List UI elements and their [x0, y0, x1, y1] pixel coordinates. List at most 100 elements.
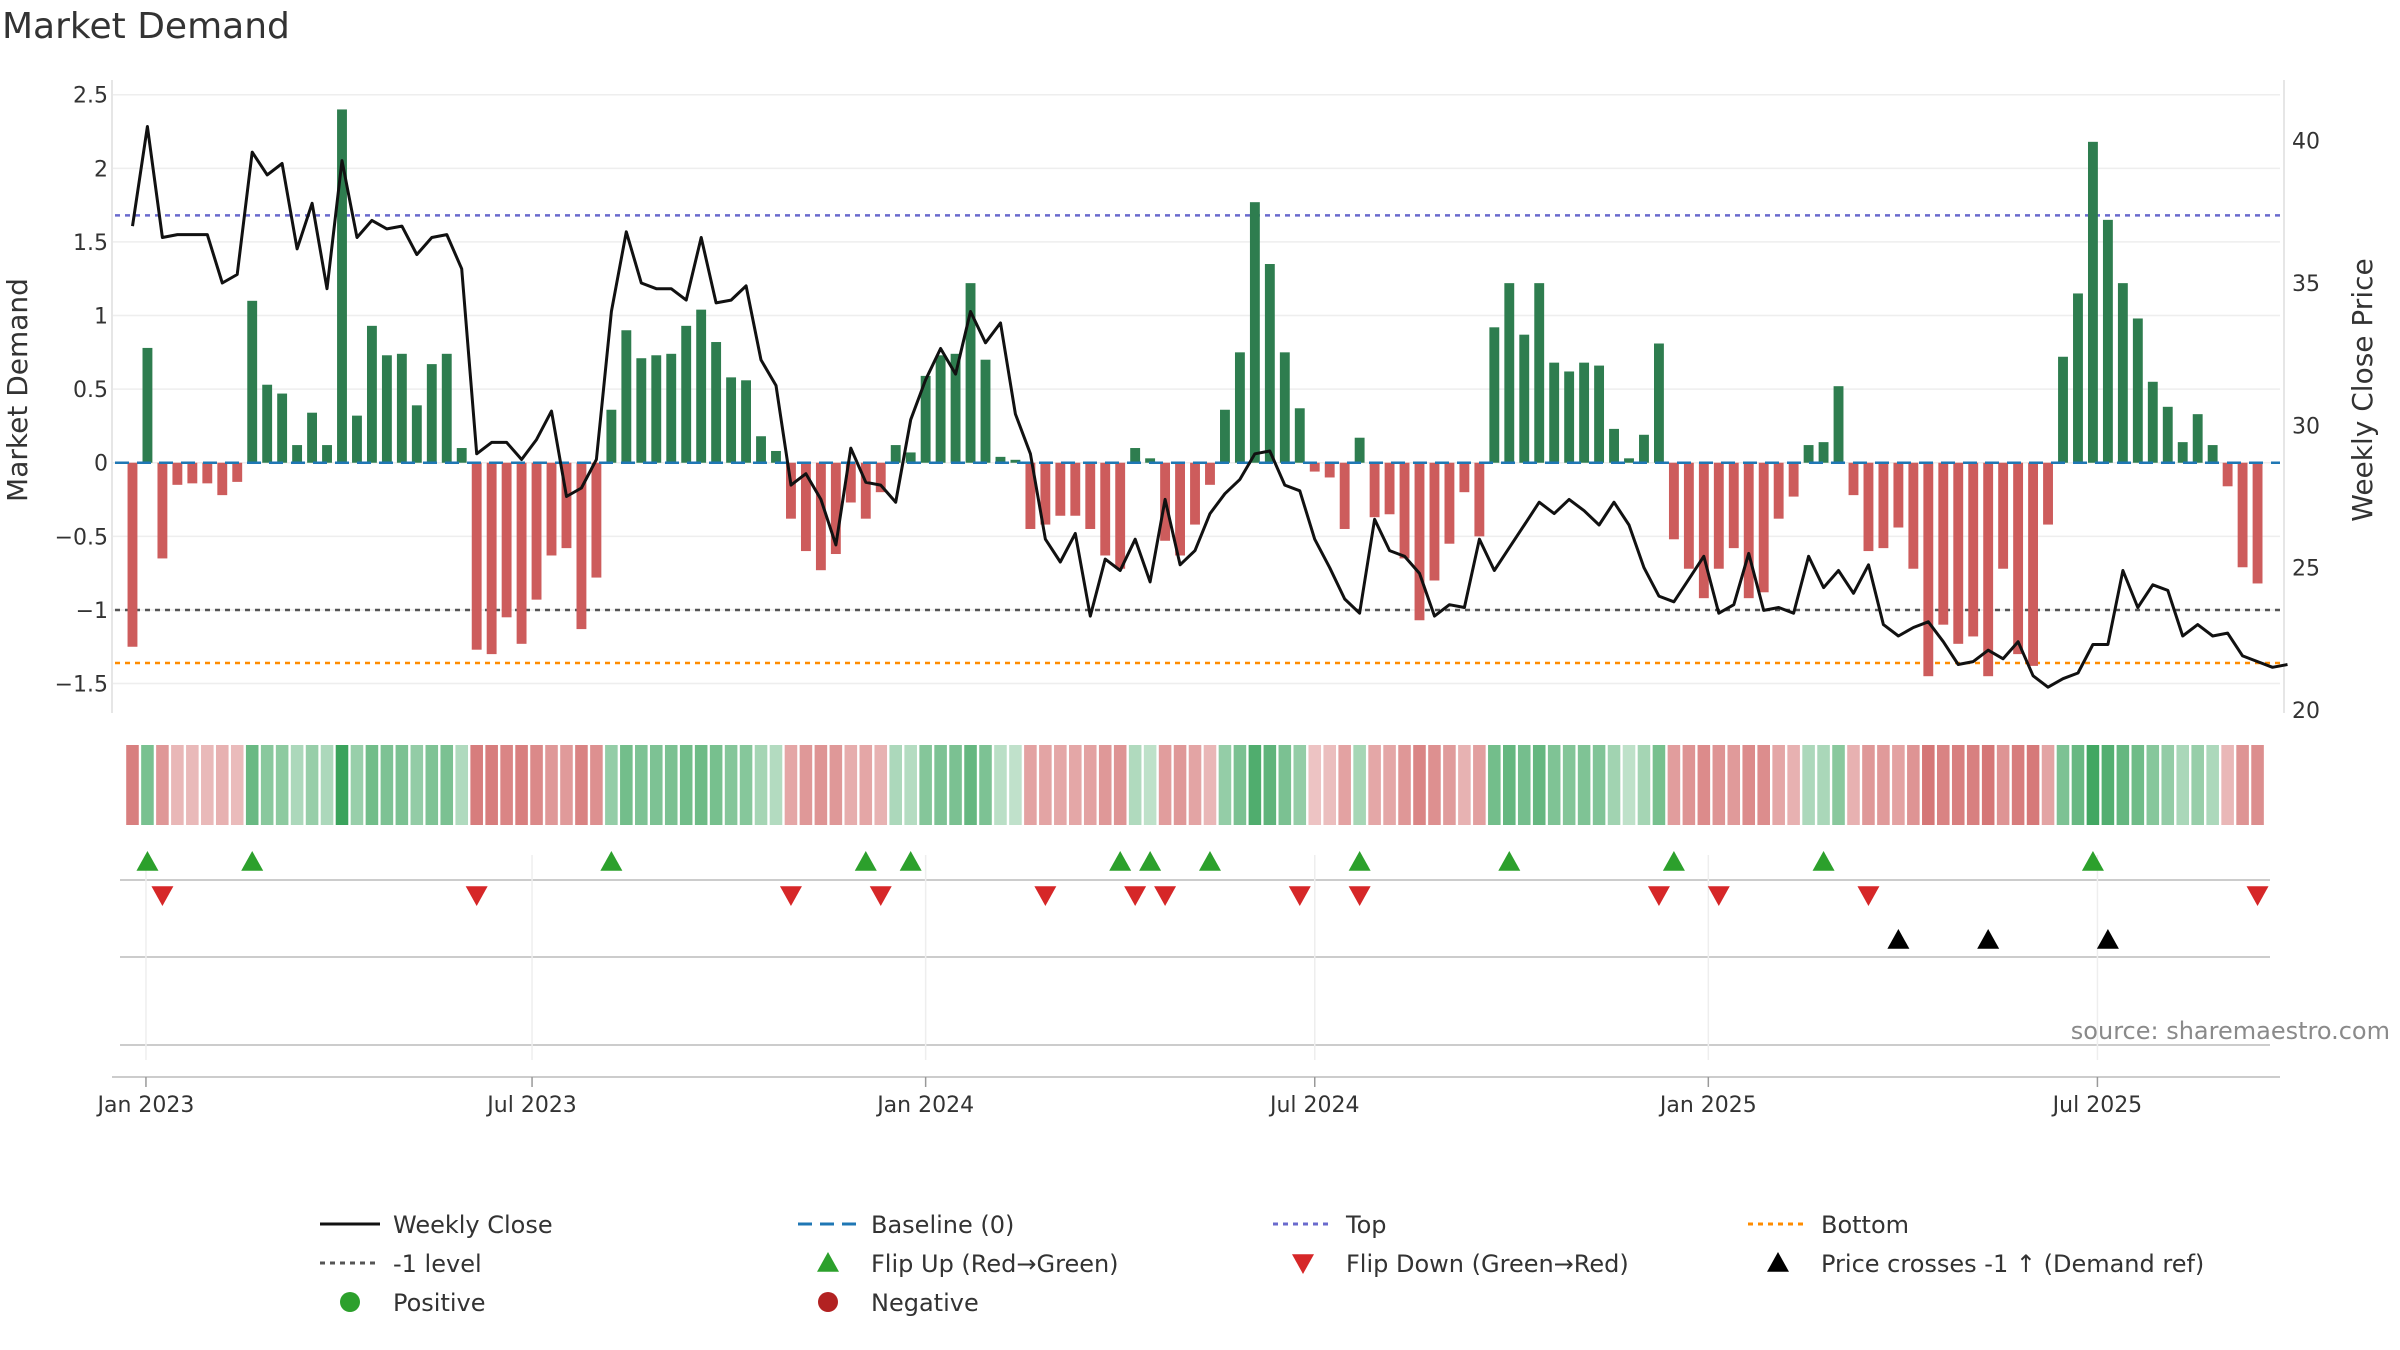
heat-cell	[1742, 745, 1756, 825]
heat-cell	[2236, 745, 2249, 825]
heat-cell	[2176, 745, 2190, 825]
heat-cell	[1248, 745, 1262, 825]
flip-down-marker	[869, 886, 892, 906]
x-tick-label: Jan 2023	[95, 1093, 194, 1118]
demand-bar	[1624, 458, 1634, 463]
heat-cell	[245, 745, 259, 825]
heat-cell	[410, 745, 424, 825]
demand-bar	[1953, 462, 1964, 644]
demand-bar	[1683, 462, 1694, 569]
heat-cell	[889, 745, 902, 825]
heat-cell	[1622, 745, 1636, 825]
left-tick-label: 2.5	[73, 84, 108, 109]
legend-item: Negative	[818, 1289, 979, 1317]
flip-down-marker	[465, 886, 488, 906]
legend-label: -1 level	[393, 1250, 482, 1278]
flip-up-marker	[1109, 851, 1132, 871]
legend-item: Bottom	[1748, 1211, 1909, 1239]
heat-cell	[1353, 745, 1366, 825]
demand-bar	[2013, 462, 2024, 655]
demand-bar	[1788, 462, 1799, 497]
demand-bar	[711, 342, 722, 463]
heat-cell	[1877, 745, 1890, 825]
demand-bar	[1863, 462, 1874, 552]
heat-cell	[275, 745, 289, 825]
demand-bar	[860, 462, 871, 519]
heat-cell	[1547, 745, 1561, 825]
heat-cell	[1458, 745, 1471, 825]
demand-bar	[2252, 462, 2263, 584]
demand-bar	[1384, 462, 1395, 515]
left-axis-label: Market Demand	[1, 278, 34, 502]
heat-cell	[141, 745, 154, 825]
flip-up-marker	[1812, 851, 1835, 871]
legend-item: -1 level	[320, 1250, 482, 1278]
heat-cell	[769, 745, 783, 825]
demand-bar	[1279, 352, 1290, 463]
demand-bar	[1519, 334, 1530, 463]
demand-bar	[561, 462, 572, 549]
right-tick-label: 30	[2292, 414, 2320, 439]
heat-cell	[2056, 745, 2070, 825]
heat-cell	[874, 745, 888, 825]
heat-cell	[1308, 745, 1322, 825]
flip-up-marker	[1198, 851, 1221, 871]
demand-bar	[756, 436, 766, 463]
heat-cell	[799, 745, 813, 825]
demand-bar	[1968, 462, 1979, 637]
demand-bar	[381, 355, 392, 463]
heat-cell	[215, 745, 229, 825]
heat-cell	[1203, 745, 1217, 825]
heat-cell	[1009, 745, 1022, 825]
heat-cell	[919, 745, 932, 825]
heat-cell	[186, 745, 199, 825]
flip-up-marker	[1662, 851, 1685, 871]
legend-swatch	[818, 1292, 838, 1312]
demand-bar	[815, 462, 826, 571]
demand-bar	[127, 462, 138, 647]
demand-bar	[950, 353, 961, 463]
heat-cell	[964, 745, 977, 825]
demand-bar	[771, 450, 781, 463]
demand-bar	[1728, 462, 1739, 549]
demand-bar	[666, 353, 677, 463]
demand-bar	[1848, 462, 1859, 496]
heat-cell	[320, 745, 334, 825]
left-tick-label: 0	[94, 452, 108, 477]
x-tick-label: Jan 2025	[1658, 1093, 1757, 1118]
demand-bar	[426, 364, 437, 463]
heat-cell	[1293, 745, 1307, 825]
left-tick-label: 0.5	[73, 378, 108, 403]
demand-bar	[1833, 386, 1844, 463]
demand-bar	[1040, 462, 1051, 525]
demand-bar	[1115, 462, 1126, 569]
demand-bar	[1205, 462, 1215, 485]
heat-cell	[1951, 745, 1965, 825]
heat-cell	[1128, 745, 1142, 825]
demand-bar	[2192, 414, 2203, 463]
demand-bar	[1549, 362, 1560, 463]
signal-markers-panel	[120, 851, 2270, 1060]
heat-cell	[335, 745, 349, 825]
heat-cell	[2251, 745, 2264, 825]
heat-cell	[1652, 745, 1666, 825]
flip-up-marker	[2081, 851, 2104, 871]
heat-cell	[1607, 745, 1621, 825]
left-tick-label: −0.5	[55, 525, 108, 550]
demand-bar	[1713, 462, 1724, 569]
heat-cell	[1278, 745, 1292, 825]
x-tick-label: Jul 2025	[2051, 1093, 2143, 1118]
heat-cell	[949, 745, 962, 825]
demand-bar	[2073, 293, 2083, 463]
demand-bar	[531, 462, 542, 600]
heat-cell	[201, 745, 214, 825]
demand-bar	[471, 462, 482, 650]
demand-bar	[337, 109, 347, 463]
demand-bar	[1025, 462, 1036, 529]
heat-cell	[694, 745, 708, 825]
heat-cell	[635, 745, 648, 825]
demand-bar	[1938, 462, 1949, 625]
demand-bar	[1773, 462, 1784, 519]
legend-label: Bottom	[1821, 1211, 1909, 1239]
heat-cell	[784, 745, 798, 825]
